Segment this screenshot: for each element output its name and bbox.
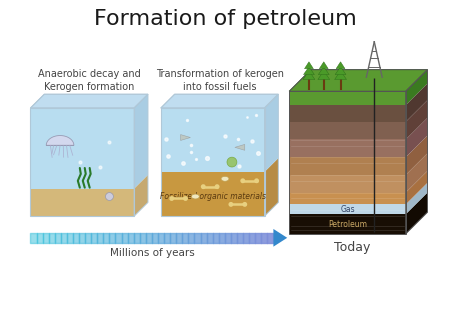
- Polygon shape: [161, 172, 265, 216]
- Polygon shape: [289, 214, 406, 234]
- Circle shape: [240, 178, 245, 183]
- Polygon shape: [31, 94, 148, 108]
- Polygon shape: [406, 100, 428, 139]
- Text: Today: Today: [334, 241, 371, 254]
- Circle shape: [254, 178, 259, 183]
- Text: Petroleum: Petroleum: [328, 219, 367, 228]
- Circle shape: [242, 202, 247, 207]
- Polygon shape: [406, 183, 428, 214]
- Polygon shape: [289, 204, 406, 214]
- Polygon shape: [305, 62, 313, 69]
- Ellipse shape: [191, 194, 199, 199]
- Polygon shape: [303, 67, 315, 75]
- Polygon shape: [161, 108, 265, 172]
- Text: Anaerobic decay and
Kerogen formation: Anaerobic decay and Kerogen formation: [38, 69, 140, 92]
- Polygon shape: [265, 94, 279, 172]
- Ellipse shape: [221, 176, 229, 181]
- Text: Gas: Gas: [340, 205, 355, 214]
- Polygon shape: [265, 158, 279, 216]
- Polygon shape: [336, 62, 345, 69]
- Polygon shape: [335, 71, 346, 79]
- Polygon shape: [406, 83, 428, 122]
- Circle shape: [215, 184, 220, 189]
- Polygon shape: [274, 229, 287, 247]
- Polygon shape: [406, 136, 428, 175]
- Circle shape: [201, 184, 206, 189]
- Circle shape: [229, 202, 234, 207]
- Polygon shape: [289, 70, 428, 91]
- Polygon shape: [161, 94, 279, 108]
- Text: Fossilized organic materials: Fossilized organic materials: [160, 192, 266, 201]
- Polygon shape: [406, 118, 428, 157]
- Polygon shape: [289, 193, 406, 204]
- Polygon shape: [180, 135, 190, 140]
- Polygon shape: [406, 171, 428, 204]
- Polygon shape: [406, 153, 428, 193]
- Polygon shape: [335, 67, 346, 75]
- Circle shape: [183, 196, 188, 201]
- Text: Millions of years: Millions of years: [109, 248, 194, 258]
- Polygon shape: [31, 108, 134, 189]
- Circle shape: [169, 196, 174, 201]
- Polygon shape: [289, 122, 406, 139]
- Polygon shape: [235, 144, 245, 150]
- Text: Formation of petroleum: Formation of petroleum: [94, 9, 356, 29]
- Polygon shape: [406, 70, 428, 105]
- Circle shape: [227, 157, 237, 167]
- Circle shape: [105, 193, 113, 200]
- Polygon shape: [320, 62, 328, 69]
- Polygon shape: [303, 71, 315, 79]
- Polygon shape: [289, 105, 406, 122]
- Polygon shape: [46, 136, 74, 145]
- Polygon shape: [134, 94, 148, 189]
- Polygon shape: [289, 175, 406, 193]
- Text: Transformation of kerogen
into fossil fuels: Transformation of kerogen into fossil fu…: [156, 69, 284, 92]
- Polygon shape: [289, 139, 406, 157]
- Polygon shape: [289, 157, 406, 175]
- Polygon shape: [406, 193, 428, 234]
- Polygon shape: [318, 67, 329, 75]
- Polygon shape: [134, 175, 148, 216]
- Polygon shape: [318, 71, 330, 79]
- Polygon shape: [31, 189, 134, 216]
- Polygon shape: [289, 91, 406, 105]
